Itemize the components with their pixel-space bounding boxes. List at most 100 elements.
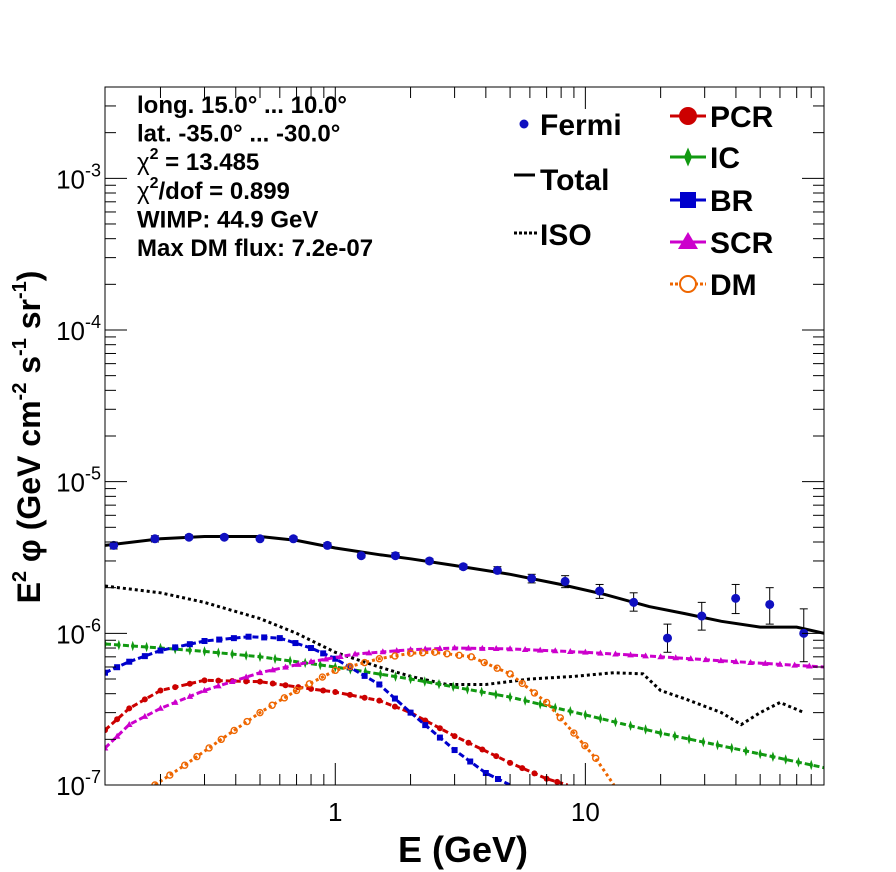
- series-pcr-point: [451, 733, 458, 740]
- legend-item-total: Total: [514, 164, 609, 197]
- series-scr-point: [657, 653, 664, 660]
- series-dm-point: [318, 673, 327, 681]
- series-ic-point: [130, 640, 135, 652]
- series-dm-point: [256, 708, 264, 717]
- series-scr-point: [242, 673, 250, 680]
- series-scr-point: [228, 677, 236, 684]
- annotation-layer: long. 15.0° ... 10.0°lat. -35.0° ... -30…: [137, 92, 373, 262]
- x-tick-label: 10: [571, 797, 600, 827]
- series-layer: [105, 535, 824, 785]
- legend-item-fermi: Fermi: [519, 109, 622, 142]
- series-br-point: [361, 672, 368, 679]
- fermi-point: [150, 534, 160, 544]
- series-scr-point: [307, 658, 315, 665]
- annotation-maxdm: Max DM flux: 7.2e-07: [137, 235, 373, 262]
- fermi-marker: [560, 576, 570, 586]
- y-tick-label-exp: -3: [85, 160, 101, 180]
- series-br-point: [245, 633, 252, 640]
- series-ic-point: [288, 655, 292, 667]
- y-axis-label: E2 φ (GeV cm-2 s-1 sr-1): [9, 271, 47, 604]
- series-dm-point: [166, 771, 174, 779]
- y-label-part: ): [11, 271, 47, 282]
- series-pcr-point: [141, 696, 148, 703]
- series-ic-point: [538, 698, 543, 710]
- series-scr-point: [171, 698, 179, 705]
- series-dm-point: [280, 694, 289, 702]
- series-br-point: [172, 644, 179, 651]
- series-br-point: [141, 653, 148, 660]
- series-ic-point: [479, 686, 484, 698]
- series-total-line: [105, 535, 824, 635]
- series-scr-point: [201, 686, 208, 693]
- series-dm-point: [518, 679, 526, 688]
- series-scr-point: [393, 647, 400, 654]
- legend-marker-scr: [678, 232, 698, 249]
- annotation-chi2: χ2 = 13.485: [137, 146, 259, 176]
- series-ic-point: [658, 727, 663, 739]
- fermi-marker: [731, 593, 741, 603]
- legend-label: BR: [710, 185, 754, 218]
- series-dm-point: [406, 649, 415, 657]
- series-br-point: [114, 664, 121, 671]
- series-ic-point: [318, 659, 323, 671]
- series-dm-point: [530, 689, 539, 697]
- fermi-point: [799, 608, 809, 663]
- series-br-point: [276, 635, 283, 642]
- series-ic-point: [187, 645, 192, 656]
- series-ic-point: [202, 646, 207, 657]
- series-pcr-point: [436, 725, 443, 732]
- series-ic-point: [673, 730, 677, 742]
- series-dm-point: [506, 670, 514, 678]
- series-pcr-point: [243, 678, 250, 685]
- series-scr-point: [747, 658, 754, 665]
- series-ic-point: [758, 748, 763, 760]
- legend-item-br: BR: [670, 185, 754, 218]
- series-pcr-point: [391, 703, 398, 710]
- series-scr-point: [322, 655, 330, 662]
- series-dm-point: [431, 648, 439, 656]
- series-scr-point: [732, 658, 740, 665]
- fermi-point: [390, 551, 400, 561]
- series-pcr-point: [282, 682, 289, 689]
- series-ic-point: [523, 695, 527, 706]
- series-ic-point: [729, 742, 734, 754]
- y-tick-label-exp: -4: [85, 312, 101, 332]
- series-ic-point: [378, 668, 383, 680]
- series-ic-point: [465, 684, 470, 695]
- fermi-point: [184, 532, 194, 542]
- series-scr-point: [479, 644, 486, 651]
- series-br-point: [482, 769, 489, 776]
- fermi-point: [356, 551, 366, 561]
- series-scr-point: [776, 660, 784, 667]
- y-label-part: E: [11, 582, 47, 603]
- fermi-point: [322, 540, 332, 550]
- annotation-value: = 13.485: [159, 149, 260, 176]
- y-label-part: s: [11, 356, 47, 383]
- fermi-marker: [458, 562, 468, 572]
- series-pcr-point: [376, 697, 383, 704]
- y-tick-label-exp: -6: [85, 615, 101, 635]
- series-pcr-point: [332, 689, 339, 696]
- series-scr-point: [597, 649, 604, 656]
- y-tick-label: 10-3: [56, 160, 101, 194]
- series-ic-point: [613, 716, 618, 728]
- series-ic-point: [701, 736, 706, 748]
- series-ic-point: [744, 745, 748, 757]
- series-scr-point: [642, 652, 649, 659]
- series-dm-point: [542, 698, 551, 707]
- legend-label: ISO: [540, 219, 592, 252]
- series-br-point: [126, 658, 133, 665]
- series-scr-point: [551, 647, 559, 654]
- x-axis-label: E (GeV): [398, 829, 528, 870]
- series-br-point: [494, 775, 501, 782]
- series-dm-point: [455, 651, 463, 660]
- series-scr-point: [436, 644, 444, 651]
- series-ic-point: [437, 678, 441, 690]
- series-scr-point: [521, 645, 529, 652]
- fermi-marker: [492, 565, 502, 575]
- fermi-marker: [150, 534, 160, 544]
- series-br-point: [308, 645, 315, 652]
- y-tick-label-base: 10: [56, 468, 85, 498]
